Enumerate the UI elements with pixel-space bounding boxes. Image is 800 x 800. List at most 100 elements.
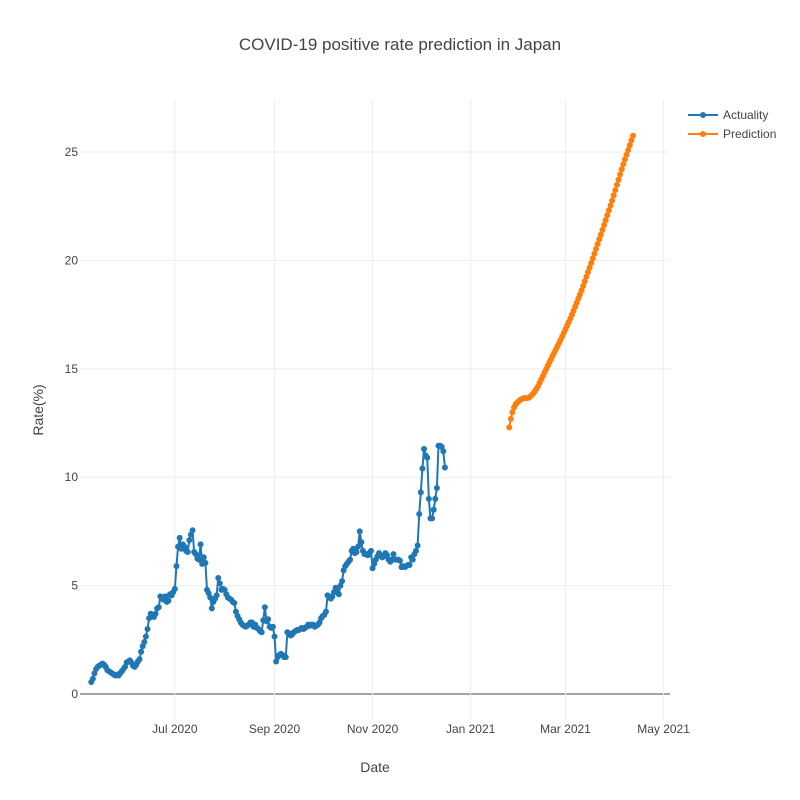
x-tick-label: Jan 2021: [446, 722, 496, 736]
data-point: [433, 485, 440, 492]
data-point: [271, 633, 278, 640]
data-point: [594, 241, 601, 248]
data-point: [138, 648, 145, 655]
data-point: [356, 528, 363, 535]
data-point: [419, 465, 426, 472]
data-point: [213, 592, 220, 599]
legend-label: Prediction: [723, 127, 776, 141]
data-point: [613, 181, 620, 188]
data-point: [144, 625, 151, 632]
data-point: [586, 264, 593, 271]
data-point: [609, 197, 616, 204]
data-point: [630, 132, 637, 139]
data-point: [509, 409, 516, 416]
y-axis-title: Rate(%): [30, 384, 46, 435]
y-tick-label: 25: [65, 145, 79, 159]
data-point: [620, 161, 627, 168]
legend-label: Actuality: [723, 108, 768, 122]
data-point: [409, 556, 416, 563]
data-point: [589, 255, 596, 262]
data-point: [89, 675, 96, 682]
data-point: [414, 542, 421, 549]
x-tick-label: Jul 2020: [152, 722, 198, 736]
chart-title: COVID-19 positive rate prediction in Jap…: [239, 35, 561, 54]
legend-marker-icon: [700, 131, 706, 137]
data-point: [358, 539, 365, 546]
data-point: [215, 575, 222, 582]
data-point: [282, 654, 289, 661]
data-point: [607, 202, 614, 209]
data-point: [176, 534, 183, 541]
data-point: [506, 424, 513, 431]
data-point: [412, 547, 419, 554]
data-point: [216, 580, 223, 587]
data-point: [353, 548, 360, 555]
data-point: [610, 192, 617, 199]
data-point: [322, 608, 329, 615]
grid-lines: [80, 100, 670, 720]
legend: Actuality Prediction: [688, 108, 776, 141]
data-point: [626, 142, 633, 149]
data-point: [421, 446, 428, 453]
data-point: [604, 212, 611, 219]
data-point: [396, 557, 403, 564]
data-point: [615, 176, 622, 183]
data-point: [367, 547, 374, 554]
legend-item[interactable]: Actuality: [688, 108, 768, 122]
data-point: [347, 556, 354, 563]
data-point: [269, 623, 276, 630]
data-point: [355, 543, 362, 550]
data-point: [261, 604, 268, 611]
series-actuality: [88, 442, 448, 686]
data-point: [136, 656, 143, 663]
legend-marker-icon: [700, 112, 706, 118]
data-point: [186, 537, 193, 544]
data-point: [207, 594, 214, 601]
data-point: [197, 541, 204, 548]
data-point: [141, 638, 148, 645]
data-point: [441, 464, 448, 471]
data-point: [173, 563, 180, 570]
data-point: [406, 562, 413, 568]
data-point: [597, 231, 604, 238]
data-point: [424, 454, 431, 461]
data-point: [578, 287, 585, 294]
data-point: [612, 187, 619, 194]
data-point: [208, 605, 215, 612]
data-point: [165, 597, 172, 604]
y-tick-label: 0: [71, 687, 78, 701]
data-point: [184, 548, 191, 555]
data-point: [265, 616, 272, 623]
data-point: [583, 273, 590, 280]
data-point: [625, 146, 632, 153]
data-point: [200, 554, 207, 561]
data-point: [142, 633, 149, 640]
x-tick-label: Nov 2020: [347, 722, 399, 736]
data-point: [617, 171, 624, 178]
data-point: [335, 591, 342, 598]
data-point: [596, 236, 603, 243]
data-point: [588, 260, 595, 267]
x-tick-label: May 2021: [637, 722, 690, 736]
y-axis-ticks: 0 5 10 15 20 25: [65, 145, 79, 701]
x-axis-title: Date: [360, 759, 390, 775]
series-prediction: [506, 132, 637, 431]
data-point: [440, 448, 447, 455]
data-point: [425, 495, 432, 502]
data-point: [202, 559, 209, 566]
data-point: [432, 495, 439, 502]
y-tick-label: 20: [65, 253, 79, 267]
legend-item[interactable]: Prediction: [688, 127, 776, 141]
data-point: [507, 415, 514, 422]
data-point: [593, 245, 600, 252]
data-point: [390, 551, 397, 558]
y-tick-label: 5: [71, 579, 78, 593]
data-point: [155, 604, 162, 611]
data-point: [339, 578, 346, 585]
data-point: [618, 166, 625, 173]
data-point: [602, 217, 609, 224]
data-point: [623, 151, 630, 158]
data-point: [231, 599, 238, 606]
y-tick-label: 15: [65, 362, 79, 376]
